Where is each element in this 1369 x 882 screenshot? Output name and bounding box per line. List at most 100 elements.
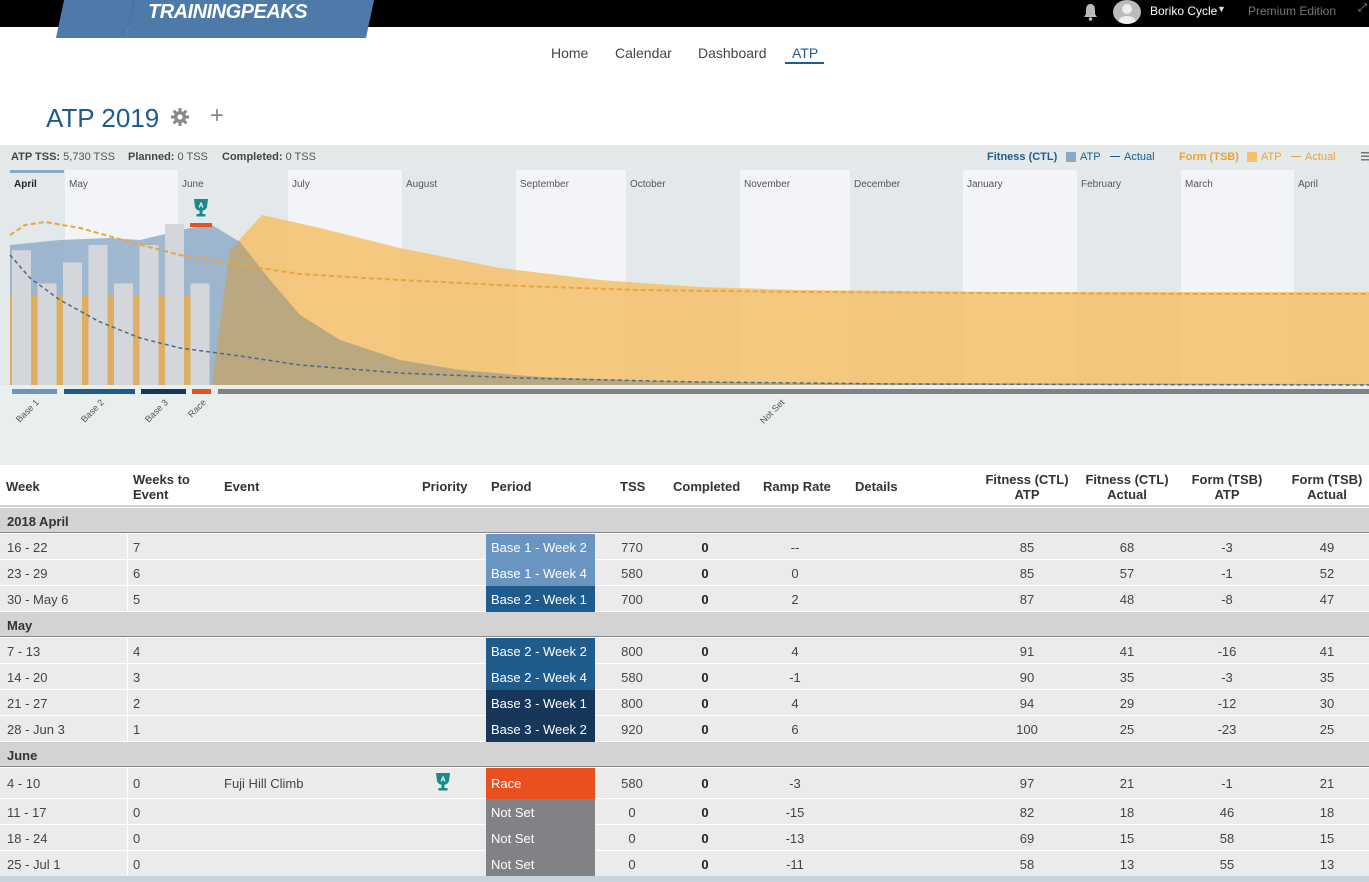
month-label: June xyxy=(182,179,204,190)
cell-period[interactable]: Base 1 - Week 4 xyxy=(486,560,595,586)
table-row[interactable]: 30 - May 6 5 Base 2 - Week 1 700 0 2 87 48 -8 47 xyxy=(0,586,1369,612)
cell-weeks-to-event: 0 xyxy=(133,805,141,820)
caret-down-icon[interactable]: ▼ xyxy=(1217,4,1226,14)
atp-chart[interactable]: April May June July August September October No… xyxy=(0,170,1369,465)
legend-form-atp[interactable]: ATP xyxy=(1261,151,1282,163)
period-bar[interactable] xyxy=(218,389,1369,394)
cell-form-actual: 47 xyxy=(1319,592,1335,607)
cell-period[interactable]: Base 3 - Week 1 xyxy=(486,690,595,716)
user-name[interactable]: Boriko Cycle xyxy=(1150,4,1218,18)
period-bar[interactable] xyxy=(12,389,57,394)
tss-bar[interactable] xyxy=(139,245,159,385)
trophy-icon[interactable]: A xyxy=(194,199,208,217)
table-row[interactable]: 21 - 27 2 Base 3 - Week 1 800 0 4 94 29 -12 30 xyxy=(0,690,1369,716)
period-label: Race xyxy=(186,397,208,419)
nav-home[interactable]: Home xyxy=(551,45,589,61)
cell-form-actual: 18 xyxy=(1319,805,1335,820)
col-week[interactable]: Week xyxy=(6,479,40,494)
legend-fitness-actual-swatch xyxy=(1110,156,1120,157)
cell-fitness-atp: 87 xyxy=(1019,592,1035,607)
cell-form-actual: 41 xyxy=(1319,644,1335,659)
nav-atp[interactable]: ATP xyxy=(792,45,819,61)
gear-icon[interactable] xyxy=(171,108,189,126)
cell-weeks-to-event: 1 xyxy=(133,722,141,737)
cell-form-atp: -3 xyxy=(1221,540,1233,555)
col-completed[interactable]: Completed xyxy=(673,479,741,494)
tss-bar[interactable] xyxy=(63,262,82,386)
logo[interactable]: TRAININGPEAKS xyxy=(148,1,308,23)
expand-icon[interactable]: ⤢ xyxy=(1358,2,1367,14)
scrollbar-track[interactable] xyxy=(0,876,1369,882)
menu-icon[interactable] xyxy=(1361,151,1369,161)
cell-period[interactable]: Base 2 - Week 2 xyxy=(486,638,595,664)
col-tss[interactable]: TSS xyxy=(620,479,646,494)
period-bar[interactable] xyxy=(141,389,186,394)
group-label: June xyxy=(7,748,38,763)
cell-form-actual: 13 xyxy=(1319,857,1335,872)
col-fitness-atp[interactable]: Fitness (CTL) ATP xyxy=(985,472,1069,502)
cell-period[interactable]: Not Set xyxy=(486,851,595,877)
cell-fitness-atp: 90 xyxy=(1019,670,1035,685)
col-form-actual[interactable]: Form (TSB) Actual xyxy=(1291,472,1363,502)
col-event[interactable]: Event xyxy=(224,479,260,494)
cell-form-atp: 58 xyxy=(1219,831,1235,846)
priority-trophy-icon[interactable]: A xyxy=(433,772,453,792)
col-period[interactable]: Period xyxy=(491,479,532,494)
table-row[interactable]: 4 - 10 0 Fuji Hill Climb Race 580 0 -3 97 21 -1 21… xyxy=(0,768,1369,799)
nav-dashboard[interactable]: Dashboard xyxy=(698,45,767,61)
cell-period[interactable]: Race xyxy=(486,768,595,799)
cell-period[interactable]: Not Set xyxy=(486,799,595,825)
cell-form-atp: -1 xyxy=(1221,566,1233,581)
tss-bar[interactable] xyxy=(165,224,184,385)
legend-fitness-actual[interactable]: Actual xyxy=(1124,151,1155,163)
cell-ramp-rate: -1 xyxy=(789,670,801,685)
table-row[interactable]: 25 - Jul 1 0 Not Set 0 0 -11 58 13 55 13 xyxy=(0,851,1369,877)
period-bar[interactable] xyxy=(64,389,135,394)
table-row[interactable]: 23 - 29 6 Base 1 - Week 4 580 0 0 85 57 -1 52 xyxy=(0,560,1369,586)
tss-bar[interactable] xyxy=(12,250,31,385)
legend-form-actual-swatch xyxy=(1291,156,1301,157)
table-row[interactable]: 7 - 13 4 Base 2 - Week 2 800 0 4 91 41 -16 41 xyxy=(0,638,1369,664)
cell-fitness-actual: 15 xyxy=(1119,831,1135,846)
cell-fitness-atp: 58 xyxy=(1019,857,1035,872)
col-details[interactable]: Details xyxy=(855,479,898,494)
col-weeks-to-event[interactable]: Weeks to Event xyxy=(133,472,190,502)
col-fitness-actual[interactable]: Fitness (CTL) Actual xyxy=(1085,472,1169,502)
priority-letter: A xyxy=(440,777,445,784)
cell-tss: 0 xyxy=(628,857,636,872)
cell-period[interactable]: Not Set xyxy=(486,825,595,851)
tss-bar[interactable] xyxy=(37,283,57,386)
add-icon[interactable]: + xyxy=(210,102,225,129)
month-label: March xyxy=(1185,179,1213,190)
cell-period[interactable]: Base 2 - Week 4 xyxy=(486,664,595,690)
bell-icon[interactable] xyxy=(1082,3,1099,21)
cell-week: 14 - 20 xyxy=(7,670,48,685)
legend-fitness-atp[interactable]: ATP xyxy=(1080,151,1101,163)
cell-fitness-atp: 97 xyxy=(1019,776,1035,791)
table-row[interactable]: 11 - 17 0 Not Set 0 0 -15 82 18 46 18 xyxy=(0,799,1369,825)
cell-period[interactable]: Base 2 - Week 1 xyxy=(486,586,595,612)
cell-period[interactable]: Base 1 - Week 2 xyxy=(486,534,595,560)
cell-completed: 0 xyxy=(701,722,709,737)
table-row[interactable]: 28 - Jun 3 1 Base 3 - Week 2 920 0 6 100 25 -23 2… xyxy=(0,716,1369,742)
period-bar[interactable] xyxy=(192,389,211,394)
cell-fitness-atp: 69 xyxy=(1019,831,1035,846)
cell-fitness-atp: 100 xyxy=(1016,722,1038,737)
cell-week: 25 - Jul 1 xyxy=(7,857,61,872)
table-row[interactable]: 14 - 20 3 Base 2 - Week 4 580 0 -1 90 35 -3 35 xyxy=(0,664,1369,690)
col-form-atp[interactable]: Form (TSB) ATP xyxy=(1191,472,1263,502)
avatar[interactable] xyxy=(1113,0,1141,24)
tss-bar[interactable] xyxy=(88,245,108,385)
cell-completed: 0 xyxy=(701,696,709,711)
tss-bar[interactable] xyxy=(114,283,133,386)
col-priority[interactable]: Priority xyxy=(422,479,468,494)
table-row[interactable]: 18 - 24 0 Not Set 0 0 -13 69 15 58 15 xyxy=(0,825,1369,851)
legend-form-actual[interactable]: Actual xyxy=(1305,151,1336,163)
column-divider xyxy=(127,534,128,559)
cell-fitness-actual: 18 xyxy=(1119,805,1135,820)
tss-bar[interactable] xyxy=(190,283,210,386)
table-row[interactable]: 16 - 22 7 Base 1 - Week 2 770 0 -- 85 68 -3 49 xyxy=(0,534,1369,560)
cell-period[interactable]: Base 3 - Week 2 xyxy=(486,716,595,742)
nav-calendar[interactable]: Calendar xyxy=(615,45,672,61)
col-ramp-rate[interactable]: Ramp Rate xyxy=(763,479,831,494)
